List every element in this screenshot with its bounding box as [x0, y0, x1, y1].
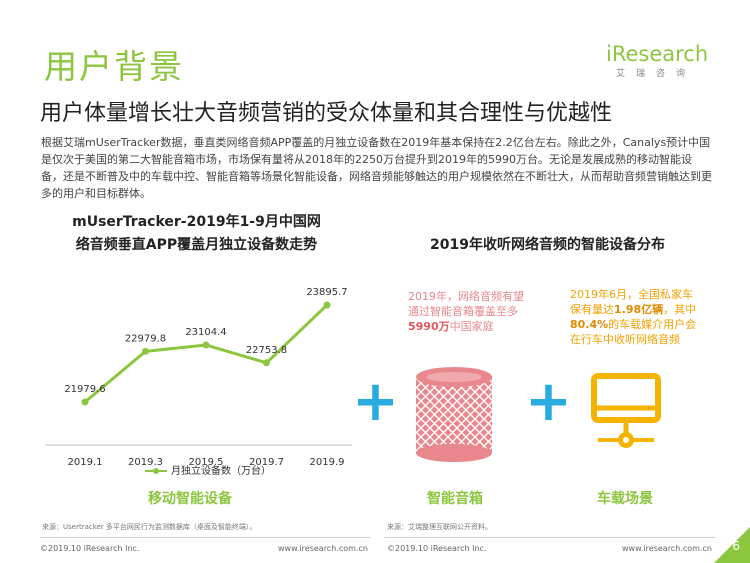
x-tick-label-2: 2019.3	[128, 457, 163, 468]
chart-title-line2: 络音频垂直APP覆盖月独立设备数走势	[75, 237, 318, 253]
value-label-1: 21979.6	[64, 384, 105, 395]
value-label-2: 22979.8	[125, 333, 166, 344]
copyright-right: ©2019.10 iResearch Inc.	[387, 544, 487, 553]
chart-title-line1: mUserTracker-2019年1-9月中国网	[72, 214, 321, 230]
site-right: www.iresearch.com.cn	[622, 544, 712, 553]
x-tick-label-3: 2019.5	[189, 457, 224, 468]
data-point-5	[323, 301, 331, 309]
car-description: 2019年6月，全国私家车保有量达1.98亿辆，其中80.4%的车载媒介用户会在…	[570, 288, 697, 346]
footer-divider-left	[40, 537, 370, 538]
value-label-4: 22753.8	[246, 345, 287, 356]
legend-swatch	[145, 468, 167, 474]
data-point-3	[202, 341, 210, 349]
line-chart: 21979.6 22979.8 23104.4 22753.8 23895.7 2019…	[45, 287, 352, 468]
right-section-title: 2019年收听网络音频的智能设备分布	[430, 237, 665, 253]
intro-paragraph: 根据艾瑞mUserTracker数据，垂直类网络音频APP覆盖的月独立设备数在2…	[41, 136, 712, 200]
footer-divider-right	[385, 537, 715, 538]
data-point-2	[142, 347, 149, 355]
data-point-4	[263, 359, 270, 367]
source-right: 来源：艾瑞整理互联网公开资料。	[387, 523, 492, 531]
site-left: www.iresearch.com.cn	[278, 544, 368, 553]
plus-icon-left: +	[352, 369, 399, 434]
value-label-3: 23104.4	[185, 327, 226, 338]
chart-legend: 月独立设备数（万台）	[145, 462, 271, 477]
car-monitor-icon	[591, 373, 661, 448]
copyright-left: ©2019.10 iResearch Inc.	[40, 544, 140, 553]
car-scene-label: 车载场景	[597, 491, 653, 507]
logo-text: iResearch	[606, 42, 709, 66]
source-left: 来源：Usertracker 多平台网民行为监测数据库（桌面及智能终端）。	[42, 523, 257, 531]
x-tick-label-5: 2019.9	[310, 457, 345, 468]
mobile-device-label: 移动智能设备	[148, 491, 232, 507]
speaker-description: 2019年，网络音频有望通过智能音箱覆盖至多5990万中国家庭	[408, 290, 524, 333]
page-number: 6	[732, 539, 740, 553]
page-subtitle: 用户体量增长壮大音频营销的受众体量和其合理性与优越性	[40, 101, 613, 126]
data-point-1	[81, 398, 89, 406]
value-label-5: 23895.7	[306, 287, 347, 298]
smart-speaker-label: 智能音箱	[427, 491, 483, 507]
corner-triangle	[714, 527, 750, 563]
x-tick-label-1: 2019.1	[68, 457, 103, 468]
series-line	[84, 303, 329, 404]
legend-label: 月独立设备数（万台）	[171, 466, 271, 477]
x-tick-label-4: 2019.7	[249, 457, 284, 468]
plus-icon-right: +	[525, 369, 572, 434]
iresearch-logo: iResearch 艾瑞咨询	[606, 42, 714, 79]
logo-subtext: 艾瑞咨询	[616, 69, 697, 79]
section-title: 用户背景	[44, 47, 184, 86]
smart-speaker-icon	[416, 367, 492, 462]
